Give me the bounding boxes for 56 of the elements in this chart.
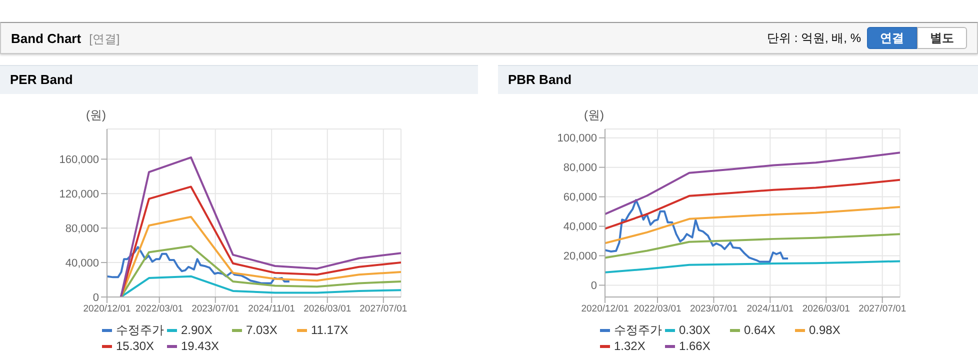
text: 연결 xyxy=(867,27,917,49)
y-tick-label: 100,000 xyxy=(557,132,597,145)
line-series xyxy=(605,233,900,259)
y-axis-title: (원) xyxy=(86,107,106,124)
legend-label: 1.32X xyxy=(614,339,646,353)
legend-label: 19.43X xyxy=(181,339,220,353)
legend-label: 1.66X xyxy=(679,339,710,353)
x-tick-label: 2023/07/01 xyxy=(690,304,738,315)
line-series xyxy=(605,178,900,230)
y-tick-label: 120,000 xyxy=(59,188,99,201)
y-axis-title: (원) xyxy=(584,107,604,124)
x-tick-label: 2022/03/01 xyxy=(634,304,682,315)
line-series xyxy=(120,186,401,297)
y-tick-label: 40,000 xyxy=(65,257,99,270)
y-tick-label: 40,000 xyxy=(563,221,597,234)
line-series xyxy=(605,199,790,263)
y-tick-label: 80,000 xyxy=(65,222,99,235)
y-tick-label: 0 xyxy=(92,292,99,304)
y-tick-label: 80,000 xyxy=(563,162,597,174)
line-series xyxy=(605,152,900,216)
line-series xyxy=(605,206,900,244)
legend-label: 수정주가 xyxy=(116,322,164,338)
y-tick-label: 0 xyxy=(590,280,597,292)
text: 별도 xyxy=(917,27,967,49)
line-series xyxy=(605,260,900,274)
x-tick-label: 2027/07/01 xyxy=(360,304,408,315)
x-tick-label: 2024/11/01 xyxy=(746,304,794,315)
x-tick-label: 2022/03/01 xyxy=(136,304,184,315)
legend-label: 0.64X xyxy=(744,323,776,337)
x-tick-label: 2026/03/01 xyxy=(304,304,352,315)
x-tick-label: 2027/07/01 xyxy=(858,304,906,315)
line-series xyxy=(120,245,401,297)
legend-label: 2.90X xyxy=(181,323,212,337)
x-tick-label: 2020/12/01 xyxy=(83,304,131,315)
line-series xyxy=(120,156,401,297)
text: [연결] xyxy=(89,32,120,46)
legend-label: 7.03X xyxy=(246,323,278,337)
text: 단위 : 억원, 배, % xyxy=(766,30,861,46)
line-series xyxy=(120,216,401,297)
y-tick-label: 60,000 xyxy=(563,192,597,204)
x-tick-label: 2023/07/01 xyxy=(192,304,240,315)
x-tick-label: 2024/11/01 xyxy=(248,304,296,315)
x-tick-label: 2026/03/01 xyxy=(802,304,850,315)
text: Band Chart xyxy=(11,31,82,46)
y-tick-label: 20,000 xyxy=(563,250,597,263)
line-series xyxy=(120,275,401,297)
legend-label: 0.98X xyxy=(809,323,840,337)
y-tick-label: 160,000 xyxy=(59,154,99,166)
legend-label: 15.30X xyxy=(116,339,154,353)
legend-label: 11.17X xyxy=(311,323,348,337)
legend-label: 수정주가 xyxy=(614,322,662,338)
x-tick-label: 2020/12/01 xyxy=(581,304,629,315)
line-series xyxy=(107,246,290,284)
legend-label: 0.30X xyxy=(679,323,710,337)
chart-title: PBR Band xyxy=(498,65,978,94)
chart-title: PER Band xyxy=(0,65,478,94)
